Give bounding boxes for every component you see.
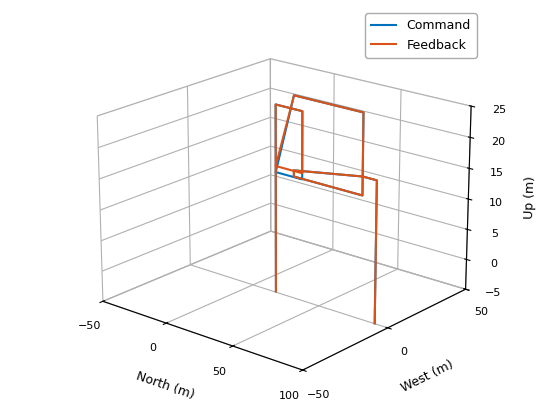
Y-axis label: West (m): West (m)	[399, 358, 456, 395]
Legend: Command, Feedback: Command, Feedback	[365, 13, 477, 58]
X-axis label: North (m): North (m)	[134, 370, 196, 402]
